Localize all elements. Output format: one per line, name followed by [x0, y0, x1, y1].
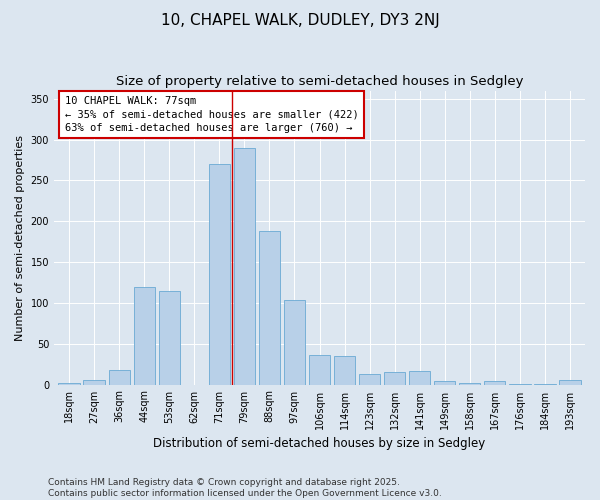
Bar [459, 383, 481, 384]
Bar [134, 286, 155, 384]
Text: 10, CHAPEL WALK, DUDLEY, DY3 2NJ: 10, CHAPEL WALK, DUDLEY, DY3 2NJ [161, 12, 439, 28]
Bar [409, 370, 430, 384]
Bar [359, 374, 380, 384]
Title: Size of property relative to semi-detached houses in Sedgley: Size of property relative to semi-detach… [116, 75, 523, 88]
Text: Contains HM Land Registry data © Crown copyright and database right 2025.
Contai: Contains HM Land Registry data © Crown c… [48, 478, 442, 498]
Bar [234, 148, 255, 384]
Bar [434, 382, 455, 384]
Bar [158, 290, 180, 384]
Bar [109, 370, 130, 384]
Bar [83, 380, 105, 384]
Y-axis label: Number of semi-detached properties: Number of semi-detached properties [15, 134, 25, 340]
Bar [309, 355, 330, 384]
Bar [484, 382, 505, 384]
Bar [559, 380, 581, 384]
X-axis label: Distribution of semi-detached houses by size in Sedgley: Distribution of semi-detached houses by … [154, 437, 485, 450]
Bar [284, 300, 305, 384]
Bar [384, 372, 406, 384]
Bar [58, 383, 80, 384]
Text: 10 CHAPEL WALK: 77sqm
← 35% of semi-detached houses are smaller (422)
63% of sem: 10 CHAPEL WALK: 77sqm ← 35% of semi-deta… [65, 96, 358, 133]
Bar [259, 231, 280, 384]
Bar [334, 356, 355, 384]
Bar [209, 164, 230, 384]
